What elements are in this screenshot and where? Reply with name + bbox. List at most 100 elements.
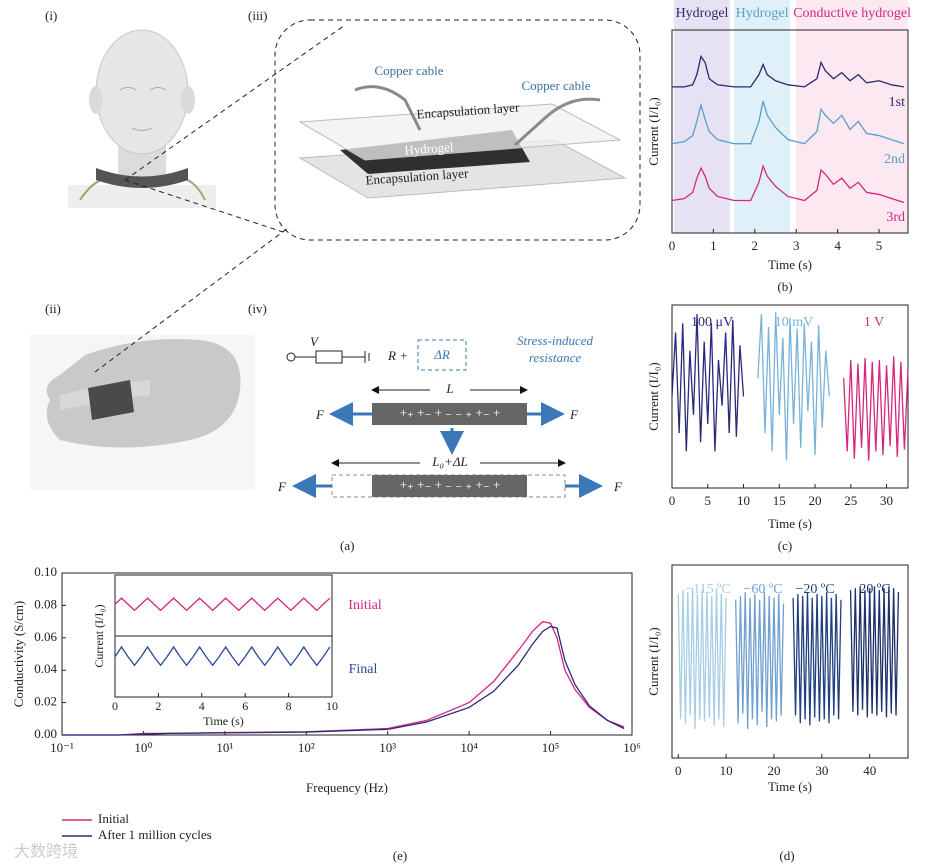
legend-label: After 1 million cycles xyxy=(98,827,212,842)
x-tick-label: 5 xyxy=(705,493,712,508)
x-tick-label: 3 xyxy=(793,238,800,253)
zoom-lines xyxy=(94,19,641,373)
x-tick-label: 4 xyxy=(834,238,841,253)
plot-frame xyxy=(671,564,909,759)
series-label: 10 mV xyxy=(775,315,814,330)
region-label: Hydrogel xyxy=(676,6,729,21)
x-tick-label: 10² xyxy=(298,740,315,755)
circuit-diagram xyxy=(286,339,603,498)
annotation: R + xyxy=(387,348,408,363)
x-tick-label: 20 xyxy=(767,763,780,778)
watermark: 大数跨境 xyxy=(14,842,78,861)
annotation: +₊ +₋ + ₋ ₋ ₊ +₋ + xyxy=(400,477,501,492)
panel-label: (iii) xyxy=(248,8,268,23)
x-tick-label: 0 xyxy=(669,238,676,253)
x-tick-label: 10¹ xyxy=(216,740,233,755)
series-label: −60 ºC xyxy=(743,582,782,597)
y-axis-label: Current (I/I₀) xyxy=(646,362,661,430)
region-band xyxy=(734,0,790,233)
data-line xyxy=(114,645,331,667)
data-line xyxy=(757,312,830,461)
x-tick-label: 10 xyxy=(720,763,733,778)
plot-frame xyxy=(671,29,909,234)
y-tick-label: 0.08 xyxy=(34,596,57,611)
series-label: 20 ºC xyxy=(859,582,890,597)
panel-label: (b) xyxy=(777,279,792,294)
annotation: L xyxy=(445,381,453,396)
region-label: Hydrogel xyxy=(736,6,789,21)
data-line xyxy=(677,588,727,730)
annotation: F xyxy=(613,479,623,494)
y-tick-label: 0.02 xyxy=(34,694,57,709)
hand-illustration xyxy=(30,335,255,490)
x-tick-label: 10⁶ xyxy=(623,740,641,755)
x-tick-label: 20 xyxy=(809,493,822,508)
annotation: Encapsulation layer xyxy=(365,165,469,187)
panel-label: (c) xyxy=(778,538,792,553)
region-band xyxy=(674,0,730,233)
x-tick-label: 15 xyxy=(773,493,786,508)
x-tick-label: 10⁰ xyxy=(134,740,152,755)
x-tick-label: 10⁻¹ xyxy=(50,740,74,755)
x-tick-label: 10⁵ xyxy=(542,740,560,755)
series-label: 3rd xyxy=(886,210,905,225)
annotation: V xyxy=(310,334,320,349)
region-label: Conductive hydrogel xyxy=(793,6,911,21)
y-axis-label: Current (I/I₀) xyxy=(646,627,661,695)
annotation: L₀+ΔL xyxy=(431,454,467,469)
x-tick-label: 30 xyxy=(815,763,828,778)
panel-label: (a) xyxy=(340,538,354,553)
annotation: resistance xyxy=(529,350,581,365)
panel-label: (d) xyxy=(779,848,794,863)
data-line xyxy=(114,597,331,612)
series-label: 1st xyxy=(889,95,905,110)
x-tick-label: 6 xyxy=(242,699,248,713)
x-tick-label: 0 xyxy=(669,493,676,508)
x-tick-label: 8 xyxy=(286,699,292,713)
series-label: Initial xyxy=(348,598,382,613)
x-axis-label: Time (s) xyxy=(768,257,812,272)
x-tick-label: 30 xyxy=(880,493,893,508)
data-line xyxy=(671,314,745,452)
x-tick-label: 1 xyxy=(710,238,717,253)
head-illustration xyxy=(68,29,216,208)
x-tick-label: 0 xyxy=(112,699,118,713)
y-tick-label: 0.00 xyxy=(34,726,57,741)
region-band xyxy=(796,0,908,233)
x-tick-label: 0 xyxy=(675,763,682,778)
y-axis-label: Conductivity (S/cm) xyxy=(11,601,26,708)
x-tick-label: 4 xyxy=(199,699,205,713)
panel-label: (ii) xyxy=(45,301,61,316)
annotation: ΔR xyxy=(433,347,450,362)
data-line xyxy=(671,100,905,145)
data-line xyxy=(842,356,909,461)
x-tick-label: 10 xyxy=(737,493,750,508)
data-line xyxy=(672,54,904,88)
x-tick-label: 10 xyxy=(326,699,338,713)
annotation: Stress-induced xyxy=(517,333,594,348)
x-tick-label: 10⁴ xyxy=(460,740,478,755)
x-axis-label: Frequency (Hz) xyxy=(306,780,388,795)
y-tick-label: 0.10 xyxy=(34,564,57,579)
annotation: Copper cable xyxy=(522,78,591,93)
x-tick-label: 40 xyxy=(863,763,876,778)
annotation: F xyxy=(569,407,579,422)
panel-label: (i) xyxy=(45,8,57,23)
annotation: Hydrogel xyxy=(404,139,454,157)
series-label: 100 μV xyxy=(691,315,733,330)
y-tick-label: 0.04 xyxy=(34,661,57,676)
x-tick-label: 10³ xyxy=(379,740,396,755)
x-tick-label: 2 xyxy=(752,238,759,253)
series-label: 2nd xyxy=(884,152,905,167)
annotation: +₊ +₋ + ₋ ₋ ₊ +₋ + xyxy=(400,405,501,420)
series-label: 1 V xyxy=(864,315,884,330)
x-axis-label: Time (s) xyxy=(768,779,812,794)
series-label: Final xyxy=(349,662,378,677)
y-axis-label: Current (I/I₀) xyxy=(92,604,106,667)
series-label: −115 ºC xyxy=(685,582,731,597)
x-axis-label: Time (s) xyxy=(768,516,812,531)
annotation: Copper cable xyxy=(375,63,444,78)
x-axis-label: Time (s) xyxy=(203,714,244,728)
y-axis-label: Current (I/I₀) xyxy=(646,97,661,165)
